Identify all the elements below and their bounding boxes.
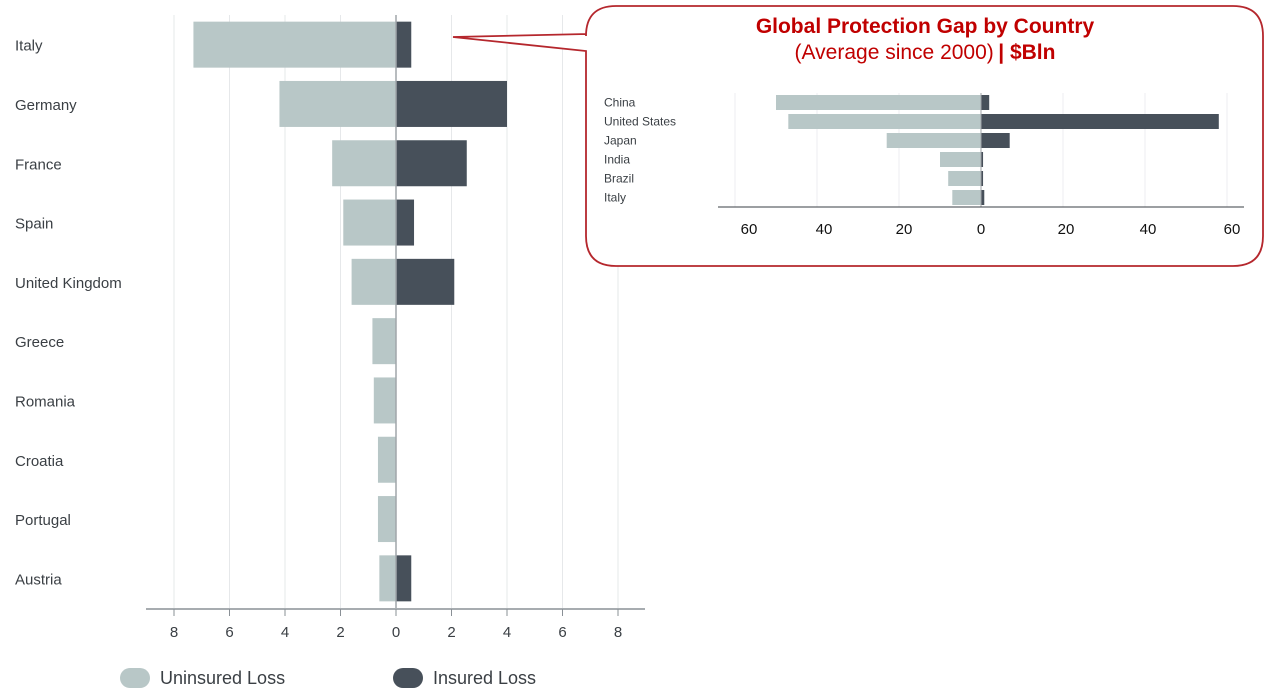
bar-insured bbox=[396, 258, 455, 305]
bar-insured bbox=[396, 199, 415, 246]
legend-insured-swatch bbox=[393, 668, 423, 688]
bar-insured bbox=[396, 555, 412, 602]
x-tick-label: 4 bbox=[503, 624, 511, 641]
bar-uninsured bbox=[379, 555, 396, 602]
legend-uninsured-swatch bbox=[120, 668, 150, 688]
category-label: Portugal bbox=[15, 512, 71, 529]
inset-title: Global Protection Gap by Country bbox=[755, 15, 1095, 38]
category-label: France bbox=[15, 156, 62, 173]
x-tick-label: 2 bbox=[336, 624, 344, 641]
x-tick-label: 4 bbox=[281, 624, 289, 641]
bar-uninsured bbox=[372, 318, 396, 365]
x-tick-label: 2 bbox=[447, 624, 455, 641]
bar-insured bbox=[396, 140, 467, 187]
legend-insured-label: Insured Loss bbox=[433, 667, 537, 688]
bar-uninsured bbox=[343, 199, 396, 246]
x-tick-label: 6 bbox=[225, 624, 233, 641]
bar-uninsured bbox=[377, 436, 396, 483]
category-label: Germany bbox=[15, 97, 77, 114]
bar-uninsured bbox=[193, 21, 396, 68]
inset-title-block: Global Protection Gap by Country (Averag… bbox=[640, 14, 1210, 68]
category-label: Spain bbox=[15, 216, 53, 233]
bar-insured bbox=[396, 21, 412, 68]
category-label: Greece bbox=[15, 334, 64, 351]
inset-subtitle: (Average since 2000) bbox=[794, 41, 994, 64]
inset-unit: | $Bln bbox=[998, 41, 1056, 64]
bar-uninsured bbox=[332, 140, 396, 187]
bar-uninsured bbox=[377, 496, 396, 543]
category-label: Croatia bbox=[15, 453, 64, 470]
category-label: Italy bbox=[15, 38, 43, 55]
x-tick-label: 0 bbox=[392, 624, 400, 641]
legend-insured: Insured Loss bbox=[393, 663, 536, 693]
bar-uninsured bbox=[373, 377, 396, 424]
category-label: Austria bbox=[15, 571, 62, 588]
category-label: United Kingdom bbox=[15, 275, 122, 292]
bar-insured bbox=[396, 80, 507, 127]
legend-uninsured-label: Uninsured Loss bbox=[160, 667, 286, 688]
bar-uninsured bbox=[351, 258, 396, 305]
x-tick-label: 6 bbox=[558, 624, 566, 641]
x-tick-label: 8 bbox=[170, 624, 178, 641]
legend-uninsured: Uninsured Loss bbox=[120, 663, 285, 693]
x-tick-label: 8 bbox=[614, 624, 622, 641]
bar-uninsured bbox=[279, 80, 396, 127]
category-label: Romania bbox=[15, 393, 76, 410]
